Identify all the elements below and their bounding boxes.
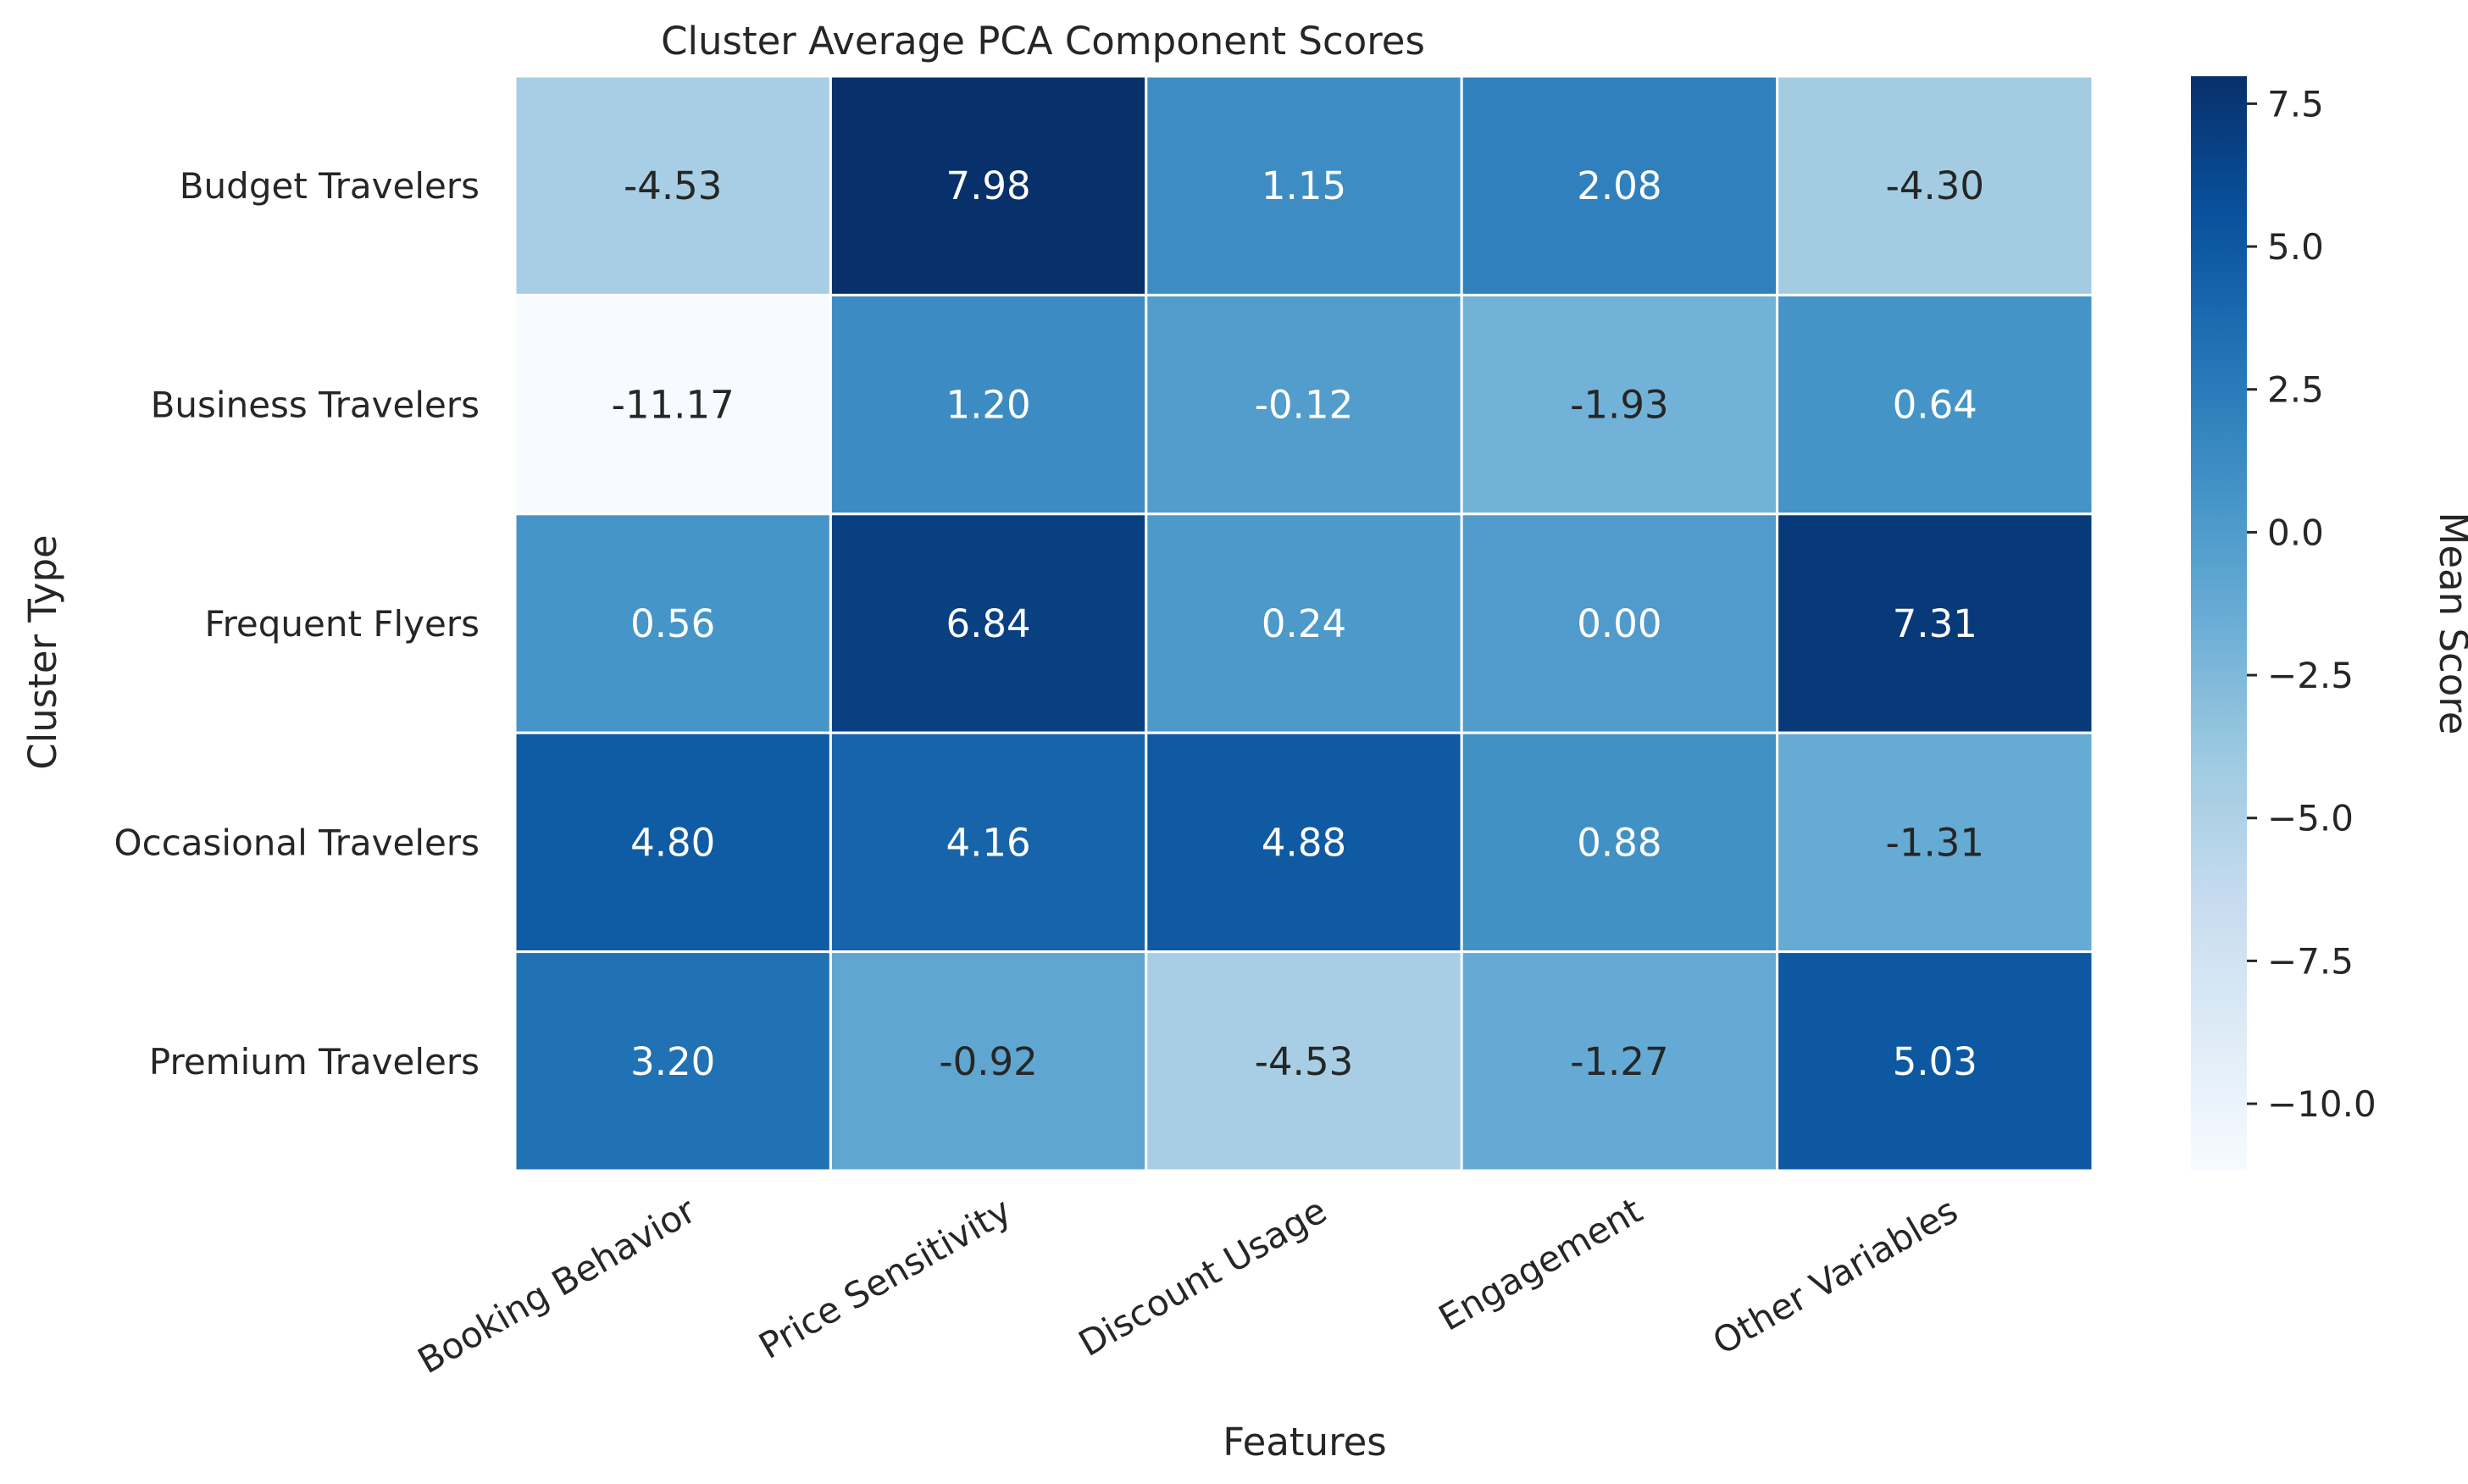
row-tick-label: Budget Travelers	[180, 165, 480, 207]
heatmap-cell	[513, 731, 832, 954]
cell-value-label: 4.88	[1262, 820, 1346, 865]
colorbar-ticks: 7.5 5.0 2.5 0.0 −2.5 −5.0 −7.5 −10.0	[2247, 83, 2376, 1125]
heatmap-cell	[1145, 512, 1463, 734]
colorbar-tick-label: 0.0	[2267, 512, 2324, 553]
column-labels: Booking Behavior Price Sensitivity Discoun…	[411, 1189, 1965, 1382]
row-tick-label: Occasional Travelers	[114, 822, 480, 863]
heatmap-cell	[1460, 512, 1779, 734]
cell-value-label: 7.31	[1893, 601, 1977, 646]
column-tick-label: Other Variables	[1705, 1189, 1965, 1363]
cell-value-label: -11.17	[612, 383, 735, 428]
colorbar-tick-label: 7.5	[2267, 83, 2324, 125]
cell-value-label: 2.08	[1577, 163, 1661, 208]
cell-value-label: -1.31	[1886, 820, 1984, 865]
heatmap-cell	[513, 293, 832, 516]
heatmap-cell	[829, 512, 1148, 734]
cell-value-label: -0.92	[939, 1039, 1037, 1084]
heatmap-cell	[1776, 293, 2094, 516]
colorbar-tick-label: 5.0	[2267, 226, 2324, 268]
row-tick-label: Business Travelers	[151, 385, 480, 426]
colorbar-tick-label: −10.0	[2267, 1083, 2376, 1125]
cell-value-label: -4.53	[1255, 1039, 1353, 1084]
cell-value-label: 0.00	[1577, 601, 1661, 646]
heatmap-cell	[829, 731, 1148, 954]
cell-value-label: 4.80	[630, 820, 715, 865]
cell-value-label: 5.03	[1893, 1039, 1977, 1084]
column-tick-label: Price Sensitivity	[751, 1189, 1018, 1367]
heatmap-cell	[1776, 950, 2094, 1172]
heatmap-cell	[1776, 512, 2094, 734]
heatmap-cell	[829, 950, 1148, 1172]
x-axis-label: Features	[1223, 1420, 1387, 1465]
heatmap-cell	[1145, 731, 1463, 954]
heatmap-cell	[1145, 293, 1463, 516]
cell-value-label: 1.15	[1262, 163, 1346, 208]
row-tick-label: Frequent Flyers	[204, 603, 480, 645]
cell-value-label: 0.56	[630, 601, 715, 646]
cell-value-label: 0.88	[1577, 820, 1661, 865]
heatmap-cell	[1776, 75, 2094, 296]
colorbar-label: Mean Score	[2431, 512, 2468, 735]
row-labels: Budget Travelers Business Travelers Freque…	[114, 165, 480, 1083]
cell-value-label: 4.16	[946, 820, 1030, 865]
cell-value-label: 0.24	[1262, 601, 1346, 646]
column-tick-label: Engagement	[1432, 1189, 1650, 1338]
cell-value-label: -0.12	[1255, 383, 1353, 428]
heatmap-cell	[829, 75, 1148, 296]
heatmap-cell	[1460, 75, 1779, 296]
colorbar-tick-label: −2.5	[2267, 655, 2354, 696]
colorbar-tick-label: −7.5	[2267, 940, 2354, 982]
column-tick-label: Discount Usage	[1072, 1189, 1334, 1365]
heatmap-cell	[1145, 75, 1463, 296]
chart-title: Cluster Average PCA Component Scores	[661, 19, 1425, 64]
colorbar-tick-label: −5.0	[2267, 798, 2354, 839]
cell-value-label: 6.84	[946, 601, 1030, 646]
y-axis-label: Cluster Type	[20, 534, 65, 769]
heatmap-cell	[1460, 731, 1779, 954]
cell-value-label: -4.53	[624, 163, 722, 208]
cell-value-label: 7.98	[946, 163, 1030, 208]
cell-value-label: 3.20	[630, 1039, 715, 1084]
heatmap-cells: -4.53 7.98 1.15 2.08 -4.30 -11.17 1.20 -0.12 -1.…	[513, 75, 2094, 1172]
column-tick-label: Booking Behavior	[411, 1189, 703, 1382]
cell-value-label: 0.64	[1893, 383, 1977, 428]
heatmap-cell	[1776, 731, 2094, 954]
cell-value-label: -1.27	[1570, 1039, 1668, 1084]
colorbar-tick-label: 2.5	[2267, 369, 2324, 411]
cell-value-label: -1.93	[1570, 383, 1668, 428]
heatmap-cell	[1145, 950, 1463, 1172]
cell-value-label: -4.30	[1886, 163, 1984, 208]
heatmap-cell	[513, 75, 832, 296]
cell-value-label: 1.20	[946, 383, 1030, 428]
colorbar	[2191, 76, 2247, 1171]
heatmap-cell	[513, 950, 832, 1172]
row-tick-label: Premium Travelers	[149, 1041, 480, 1083]
